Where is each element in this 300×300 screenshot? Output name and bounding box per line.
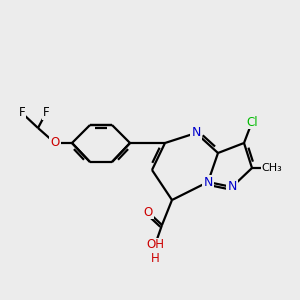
- Text: CH₃: CH₃: [262, 163, 282, 173]
- Text: N: N: [191, 127, 201, 140]
- Text: F: F: [19, 106, 25, 119]
- Text: F: F: [43, 106, 49, 119]
- Text: N: N: [203, 176, 213, 188]
- Text: O: O: [143, 206, 153, 218]
- Text: OH: OH: [146, 238, 164, 251]
- Text: O: O: [50, 136, 60, 149]
- Text: N: N: [227, 181, 237, 194]
- Text: H: H: [151, 253, 159, 266]
- Text: Cl: Cl: [246, 116, 258, 128]
